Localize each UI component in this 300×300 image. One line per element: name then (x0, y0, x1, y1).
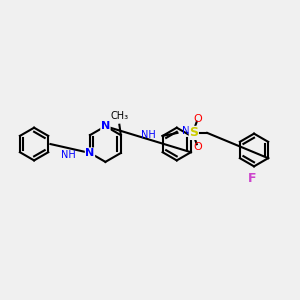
Text: N: N (101, 121, 110, 131)
Text: NH: NH (61, 150, 76, 160)
Text: N: N (85, 148, 94, 158)
Text: NH: NH (141, 130, 155, 140)
Text: CH₃: CH₃ (110, 111, 128, 121)
Text: NH: NH (182, 126, 197, 136)
Text: O: O (193, 142, 202, 152)
Text: S: S (189, 126, 198, 140)
Text: F: F (248, 172, 257, 185)
Text: O: O (193, 114, 202, 124)
